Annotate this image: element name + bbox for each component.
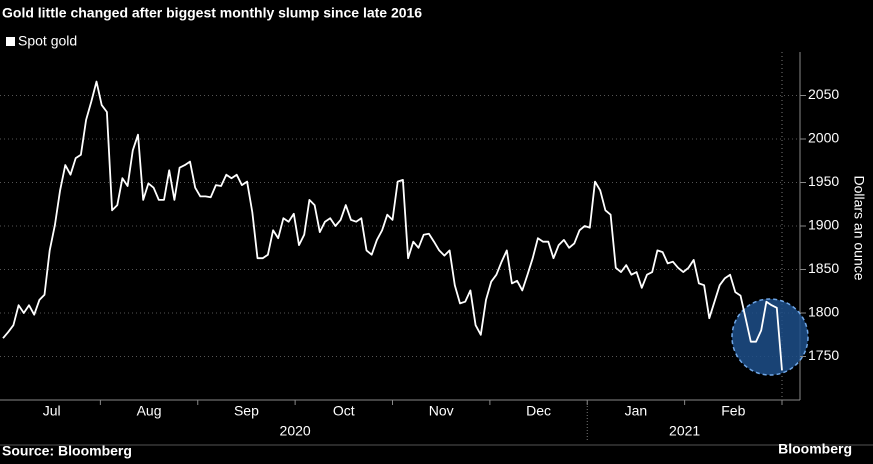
x-tick-label: Nov (429, 403, 454, 419)
year-label: 2021 (669, 423, 700, 439)
y-tick-label: 2000 (808, 130, 839, 146)
y-tick-label: 1850 (808, 260, 839, 276)
brand: Bloomberg (778, 441, 852, 457)
y-tick-label: 1900 (808, 217, 839, 233)
data-line (2, 80, 783, 371)
legend-swatch (6, 37, 15, 46)
y-tick-label: 2050 (808, 86, 839, 102)
legend-label: Spot gold (18, 33, 77, 49)
year-label: 2020 (280, 423, 311, 439)
highlight-circle (731, 298, 809, 376)
chart-title: Gold little changed after biggest monthl… (2, 5, 422, 21)
x-tick-label: Aug (137, 403, 162, 419)
x-tick-label: Sep (234, 403, 259, 419)
y-tick-label: 1950 (808, 173, 839, 189)
x-tick-label: Dec (526, 403, 551, 419)
source: Source: Bloomberg (2, 443, 132, 459)
y-tick-label: 1800 (808, 304, 839, 320)
x-tick-label: Oct (333, 403, 355, 419)
y-tick-label: 1750 (808, 347, 839, 363)
x-tick-label: Jan (625, 403, 648, 419)
x-tick-label: Jul (43, 403, 61, 419)
y-axis-title: Dollars an ounce (851, 175, 867, 280)
x-tick-label: Feb (721, 403, 745, 419)
